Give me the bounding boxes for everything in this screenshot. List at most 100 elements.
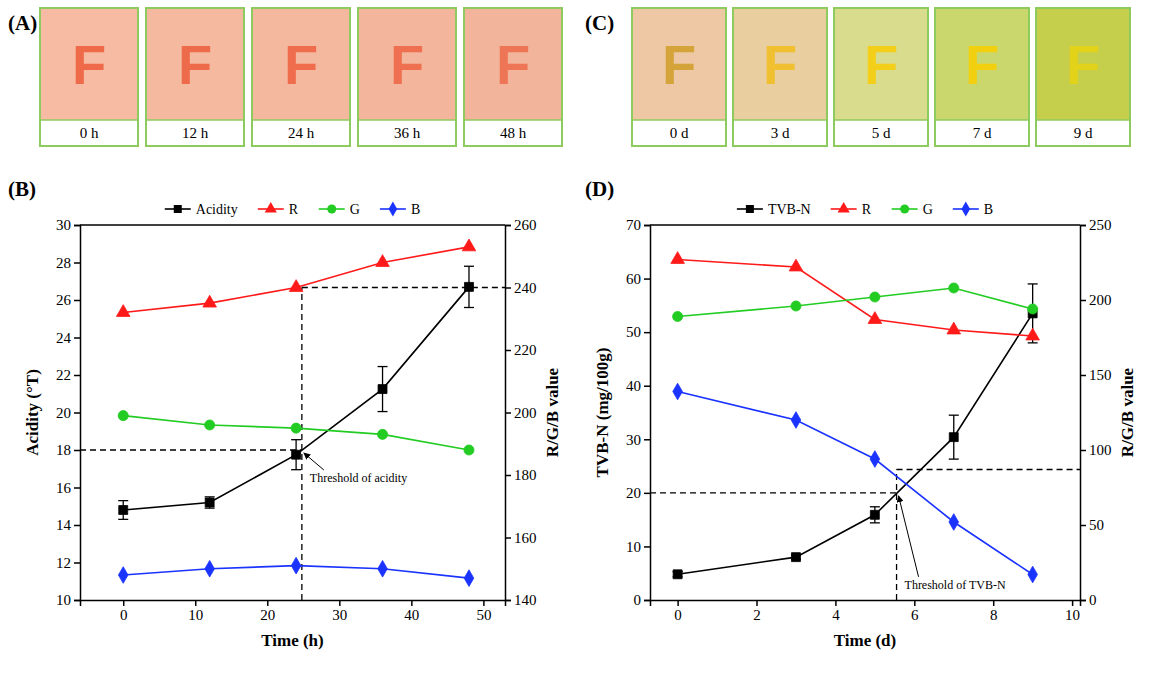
tick: 0 <box>120 600 128 623</box>
tick-mark <box>644 385 650 387</box>
swatch-caption: 0 d <box>670 125 689 141</box>
data-point <box>376 255 390 267</box>
tick: 30 <box>626 432 650 448</box>
tick-label: 200 <box>1089 292 1112 308</box>
panel-label: (D) <box>585 177 614 201</box>
axis-line <box>644 226 651 601</box>
swatch-color <box>359 9 455 120</box>
tick-label: 20 <box>260 607 275 623</box>
data-point <box>119 506 128 515</box>
tick-mark <box>644 332 650 334</box>
tick-label: 40 <box>404 607 419 623</box>
data-point <box>205 420 215 430</box>
caption-divider <box>358 119 456 121</box>
data-point <box>464 445 474 455</box>
image-panel: (A)F0 hF12 hF24 hF36 hF48 h <box>8 8 562 146</box>
legend-marker <box>746 205 754 213</box>
tick-mark <box>74 562 80 564</box>
data-point <box>292 450 301 459</box>
tick-label: 250 <box>1089 217 1112 233</box>
tick: 200 <box>505 405 537 421</box>
data-point <box>1026 328 1040 340</box>
tick-label: 28 <box>56 255 71 271</box>
data-point <box>464 570 474 587</box>
tick-mark <box>1080 600 1086 602</box>
tick: 50 <box>1080 517 1104 533</box>
figure: (A)F0 hF12 hF24 hF36 hF48 h(C)F0 dF3 dF5… <box>0 0 1153 677</box>
swatch-caption: 5 d <box>872 125 891 141</box>
data-point <box>291 423 301 433</box>
tick-mark <box>505 225 511 227</box>
swatch-letter: F <box>1066 33 1100 96</box>
data-point <box>378 385 387 394</box>
tick: 4 <box>832 600 840 623</box>
panel-label: (B) <box>8 177 36 201</box>
error-bar-cap <box>949 415 959 416</box>
tick: 26 <box>56 292 80 308</box>
data-point <box>870 451 880 468</box>
swatch-frame <box>358 8 456 146</box>
tick-mark <box>505 287 511 289</box>
series-line <box>678 313 1033 574</box>
image-panel: (C)F0 dF3 dF5 dF7 dF9 d <box>585 8 1130 146</box>
swatch-caption: 48 h <box>500 125 527 141</box>
tick-label: 0 <box>120 607 128 623</box>
error-bar-cap <box>378 366 388 367</box>
swatch: F 48 h <box>464 8 562 146</box>
threshold-line <box>896 470 897 601</box>
data-point <box>291 557 301 574</box>
legend-marker <box>174 205 182 213</box>
tick-label: 18 <box>56 442 71 458</box>
swatch-caption: 24 h <box>288 125 315 141</box>
data-point <box>203 295 217 307</box>
xticks-axis: 01020304050 <box>81 600 506 623</box>
tick-label: 2 <box>753 607 761 623</box>
swatch-letter: F <box>496 33 530 96</box>
legend-item: B <box>380 202 420 217</box>
y2ticks-axis: 050100150200250 <box>1080 217 1112 608</box>
tick-mark <box>644 600 650 602</box>
tick-mark <box>644 278 650 280</box>
tick-mark <box>483 600 485 606</box>
legend-marker <box>900 204 909 213</box>
swatch: F0 d <box>632 8 726 146</box>
tick: 150 <box>1080 367 1112 383</box>
data-point <box>868 312 882 324</box>
tick-mark <box>1080 375 1086 377</box>
axis-line <box>81 601 506 607</box>
tick: 18 <box>56 442 80 458</box>
legend-item: Acidity <box>165 202 238 217</box>
tick-label: 60 <box>626 271 641 287</box>
legend-marker <box>838 202 850 213</box>
legend-item: R <box>258 202 299 217</box>
tick: 30 <box>332 600 347 623</box>
tick-mark <box>505 350 511 352</box>
data-point <box>949 514 959 531</box>
error-bar <box>118 501 128 520</box>
error-bar-cap <box>205 496 215 497</box>
tick: 220 <box>505 342 537 358</box>
data-point <box>870 510 879 519</box>
error-bar <box>949 415 959 459</box>
tick-mark <box>644 493 650 495</box>
y2ticks-axis: 140160180200220240260 <box>505 217 537 608</box>
swatch-letter: F <box>763 33 797 96</box>
tick-label: 260 <box>514 217 537 233</box>
tick-label: 70 <box>626 217 641 233</box>
error-bar-cap <box>118 500 128 501</box>
legend-label: G <box>350 202 360 217</box>
error-bar-cap <box>205 507 215 508</box>
tick-label: 160 <box>514 530 537 546</box>
tick-mark <box>74 262 80 264</box>
tick-mark <box>505 537 511 539</box>
swatch-color <box>147 9 243 120</box>
tick: 50 <box>626 324 650 340</box>
tick-label: 50 <box>476 607 491 623</box>
annotation-arrow <box>899 496 919 577</box>
swatch: F7 d <box>935 8 1029 146</box>
tick-label: 12 <box>56 555 71 571</box>
series-line <box>123 287 469 510</box>
caption-divider <box>40 119 138 121</box>
error-bar-cap <box>378 411 388 412</box>
data-point <box>118 567 128 584</box>
